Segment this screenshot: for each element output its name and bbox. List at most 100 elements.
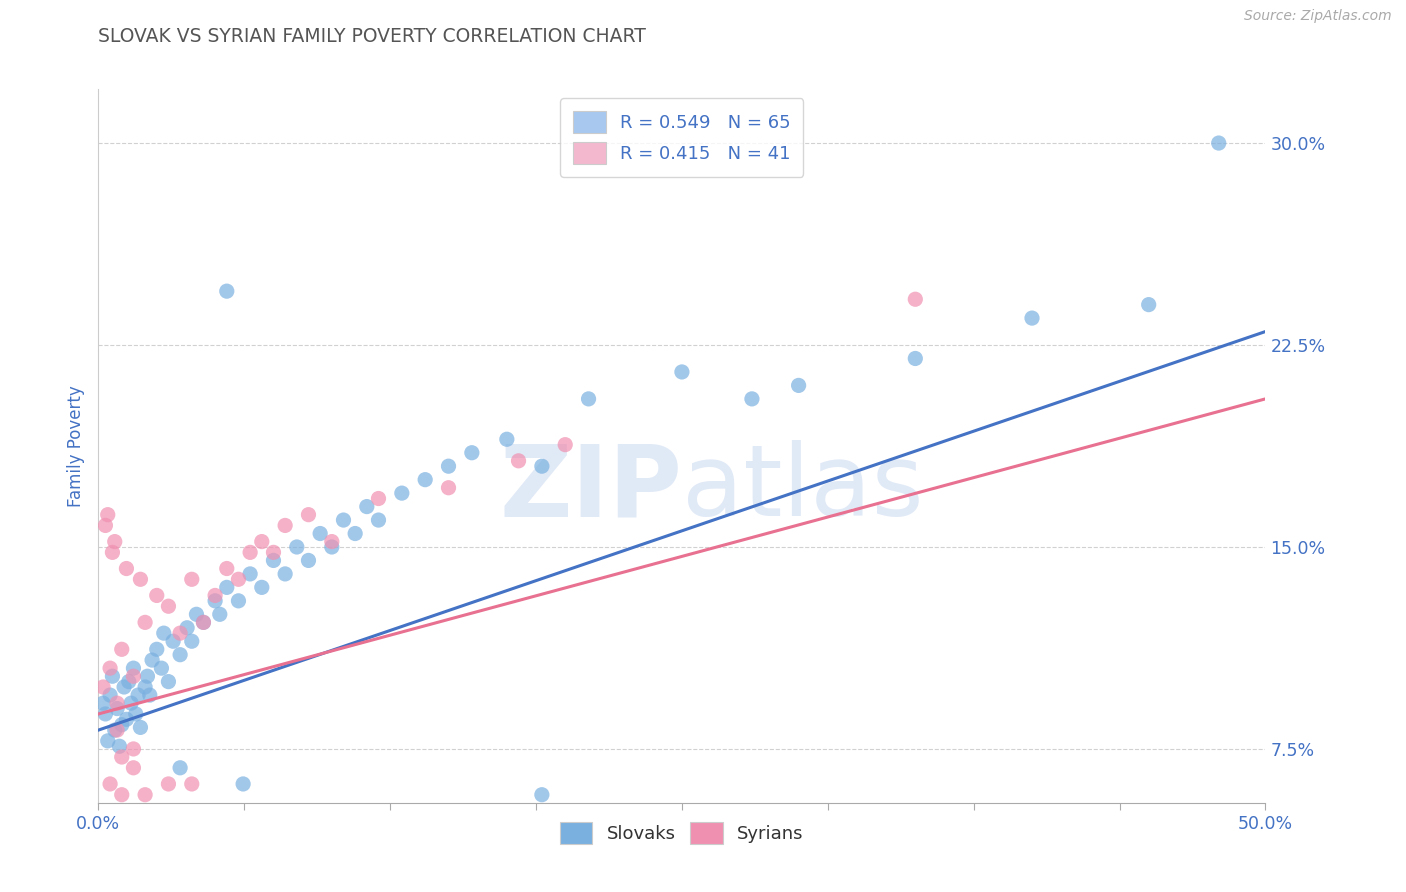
Text: ZIP: ZIP xyxy=(499,441,682,537)
Point xyxy=(215,580,238,594)
Point xyxy=(262,545,284,559)
Point xyxy=(367,491,389,506)
Point xyxy=(146,642,169,657)
Point xyxy=(787,378,810,392)
Point xyxy=(105,696,128,710)
Point xyxy=(101,545,124,559)
Point xyxy=(1137,298,1160,312)
Y-axis label: Family Poverty: Family Poverty xyxy=(66,385,84,507)
Point xyxy=(108,739,131,754)
Point xyxy=(146,804,169,818)
Point xyxy=(274,566,297,581)
Point xyxy=(741,392,763,406)
Point xyxy=(180,777,202,791)
Point xyxy=(104,723,127,737)
Point xyxy=(1208,136,1230,150)
Point xyxy=(157,599,180,614)
Point xyxy=(180,572,202,586)
Point xyxy=(554,437,576,451)
Point xyxy=(111,642,134,657)
Point xyxy=(437,481,460,495)
Point xyxy=(115,561,138,575)
Point xyxy=(176,621,198,635)
Point xyxy=(297,508,319,522)
Point xyxy=(94,518,117,533)
Point xyxy=(134,680,156,694)
Text: Source: ZipAtlas.com: Source: ZipAtlas.com xyxy=(1244,9,1392,23)
Point xyxy=(129,572,152,586)
Point xyxy=(228,594,250,608)
Point xyxy=(169,626,191,640)
Point xyxy=(115,712,138,726)
Point xyxy=(157,777,180,791)
Point xyxy=(91,696,114,710)
Point xyxy=(671,365,693,379)
Point xyxy=(104,534,127,549)
Point xyxy=(496,432,519,446)
Point xyxy=(146,589,169,603)
Point xyxy=(321,540,343,554)
Point xyxy=(344,526,367,541)
Point xyxy=(274,518,297,533)
Point xyxy=(321,534,343,549)
Point xyxy=(111,788,134,802)
Point xyxy=(262,553,284,567)
Legend: Slovaks, Syrians: Slovaks, Syrians xyxy=(553,814,811,851)
Point xyxy=(157,674,180,689)
Point xyxy=(208,607,231,622)
Point xyxy=(97,734,120,748)
Point xyxy=(105,723,128,737)
Point xyxy=(193,615,215,630)
Point xyxy=(134,615,156,630)
Point xyxy=(97,508,120,522)
Point xyxy=(105,701,128,715)
Point xyxy=(391,486,413,500)
Point xyxy=(530,788,553,802)
Point xyxy=(180,634,202,648)
Point xyxy=(169,648,191,662)
Point xyxy=(578,392,600,406)
Point xyxy=(186,607,208,622)
Point xyxy=(228,572,250,586)
Point xyxy=(91,680,114,694)
Point xyxy=(122,661,145,675)
Point xyxy=(297,553,319,567)
Point xyxy=(332,513,354,527)
Point xyxy=(141,653,163,667)
Point xyxy=(904,292,927,306)
Point xyxy=(204,594,226,608)
Point xyxy=(367,513,389,527)
Point xyxy=(193,615,215,630)
Point xyxy=(122,761,145,775)
Point xyxy=(215,561,238,575)
Point xyxy=(136,669,159,683)
Point xyxy=(139,688,162,702)
Point xyxy=(232,777,254,791)
Point xyxy=(437,459,460,474)
Point xyxy=(111,717,134,731)
Point xyxy=(150,661,173,675)
Point xyxy=(125,706,148,721)
Point xyxy=(250,534,273,549)
Point xyxy=(120,696,142,710)
Point xyxy=(101,669,124,683)
Point xyxy=(112,680,135,694)
Point xyxy=(122,669,145,683)
Point xyxy=(98,777,121,791)
Point xyxy=(508,454,530,468)
Point xyxy=(1021,311,1043,326)
Point xyxy=(461,446,484,460)
Point xyxy=(239,545,262,559)
Point xyxy=(111,750,134,764)
Point xyxy=(215,284,238,298)
Point xyxy=(239,566,262,581)
Point xyxy=(530,459,553,474)
Point xyxy=(204,589,226,603)
Point xyxy=(98,688,121,702)
Point xyxy=(98,661,121,675)
Point xyxy=(285,540,308,554)
Text: SLOVAK VS SYRIAN FAMILY POVERTY CORRELATION CHART: SLOVAK VS SYRIAN FAMILY POVERTY CORRELAT… xyxy=(98,27,647,45)
Point xyxy=(309,526,332,541)
Point xyxy=(250,580,273,594)
Point xyxy=(134,788,156,802)
